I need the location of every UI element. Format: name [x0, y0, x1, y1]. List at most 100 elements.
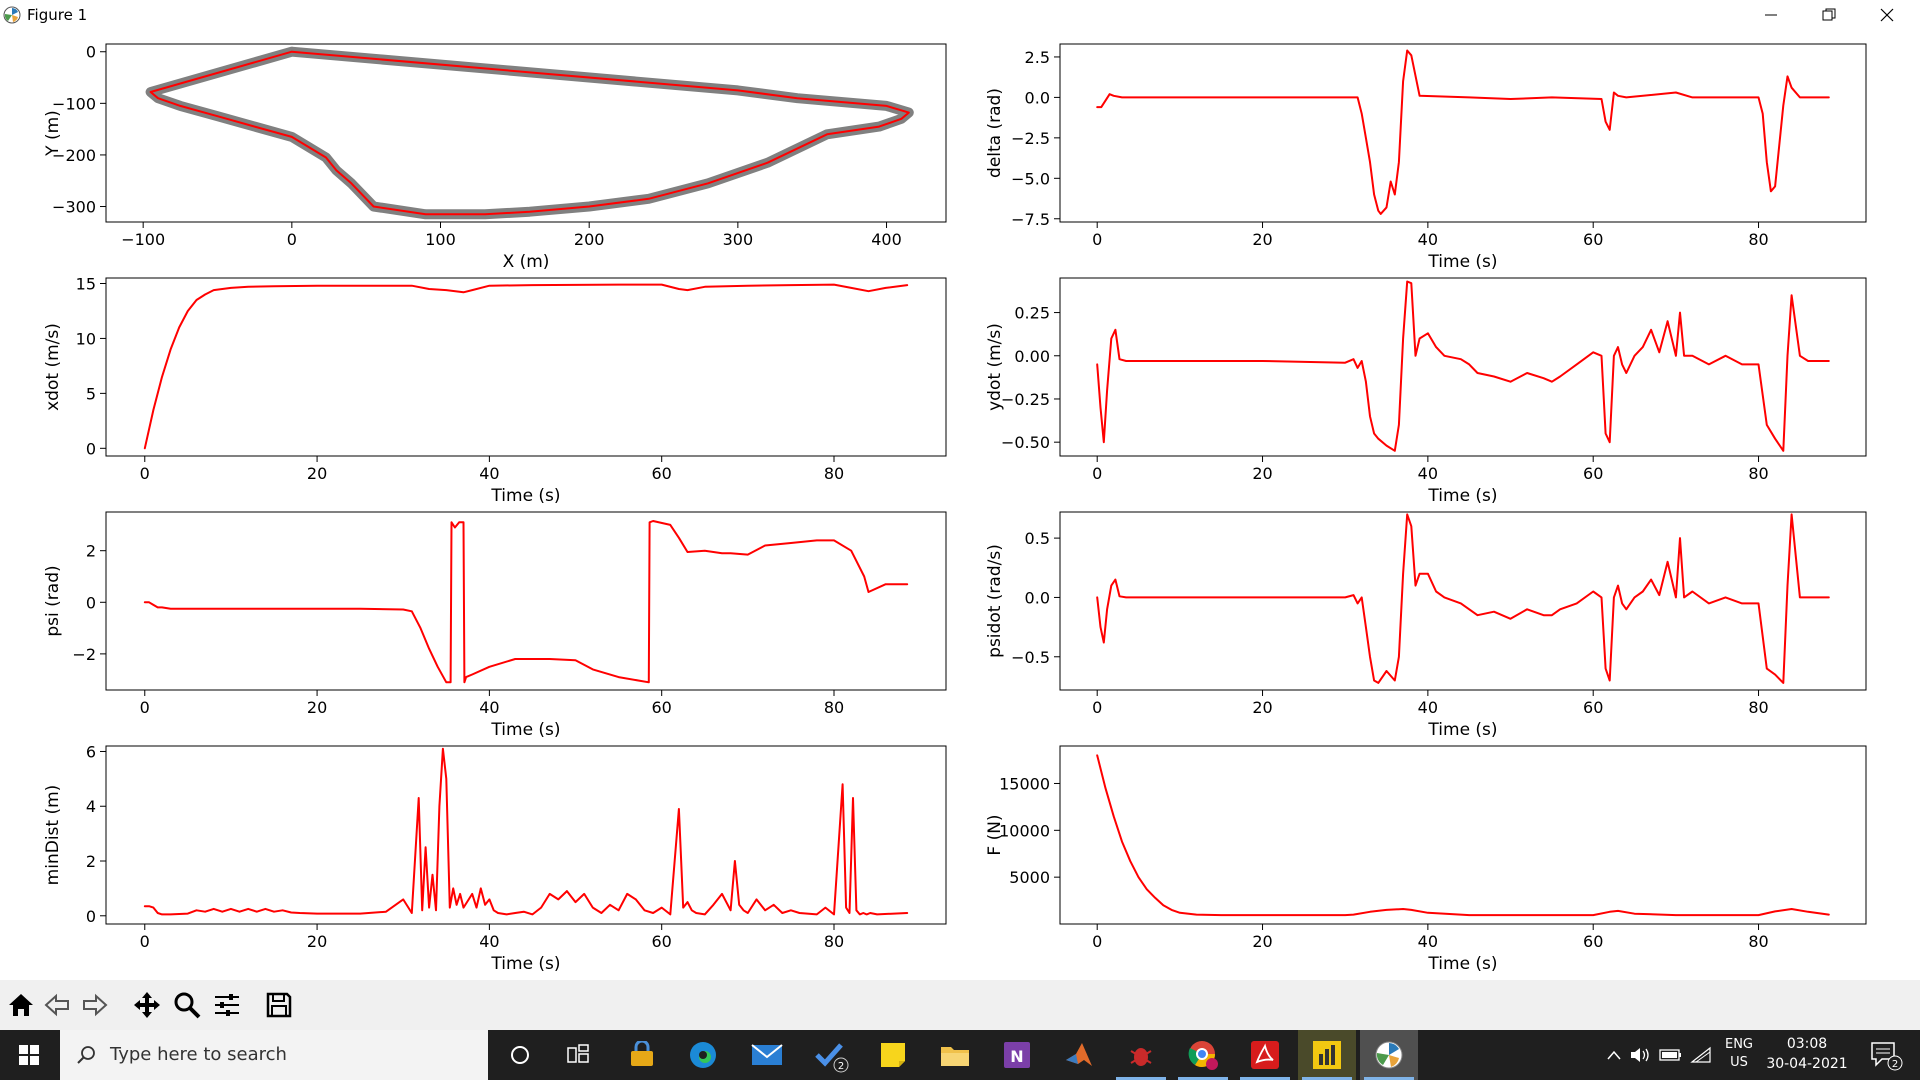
taskbar-app-store[interactable]: [613, 1030, 671, 1080]
home-icon: [9, 994, 33, 1016]
zoom-button[interactable]: [170, 988, 204, 1022]
x-tick-label: 20: [307, 698, 327, 717]
pan-icon: [134, 992, 160, 1018]
forward-button[interactable]: [78, 988, 112, 1022]
search-box[interactable]: Type here to search: [60, 1030, 488, 1080]
back-icon: [44, 993, 69, 1017]
x-tick-label: 20: [1252, 698, 1272, 717]
x-tick-label: 40: [479, 698, 499, 717]
bug-icon: [1130, 1048, 1152, 1066]
y-tick-label: 4: [86, 797, 96, 816]
taskbar-matplotlib-figure[interactable]: [1360, 1030, 1418, 1080]
y-tick-label: 15000: [999, 774, 1050, 793]
configure-subplots-button[interactable]: [210, 988, 244, 1022]
y-tick-label: 10: [76, 329, 96, 348]
x-axis-label: Time (s): [490, 954, 560, 974]
x-tick-label: 400: [871, 230, 902, 249]
mail-icon: [751, 1044, 783, 1065]
battery-button[interactable]: [1658, 1030, 1684, 1080]
start-button[interactable]: [0, 1030, 58, 1080]
axes-frame: [1059, 277, 1867, 457]
home-button[interactable]: [4, 988, 38, 1022]
taskbar-sticky-notes[interactable]: [864, 1030, 922, 1080]
taskbar-mail[interactable]: [738, 1030, 796, 1080]
x-tick-label: 60: [1583, 698, 1603, 717]
y-tick-label: 0.00: [1014, 347, 1050, 366]
y-axis-label: ydot (m/s): [985, 323, 1005, 411]
minimize-button[interactable]: [1742, 0, 1800, 30]
y-tick-label: 0: [86, 43, 96, 62]
y-tick-label: −7.5: [1011, 210, 1050, 229]
restore-button[interactable]: [1800, 0, 1858, 30]
volume-button[interactable]: [1628, 1030, 1654, 1080]
taskbar-todo[interactable]: 2: [802, 1030, 860, 1080]
x-tick-label: 60: [1583, 464, 1603, 483]
y-axis-label: psi (rad): [43, 565, 63, 636]
taskbar: Type here to search 2 N: [0, 1030, 1920, 1080]
x-tick-label: 60: [652, 698, 672, 717]
close-button[interactable]: [1858, 0, 1916, 30]
save-button[interactable]: [262, 988, 296, 1022]
notification-count: 2: [1892, 1059, 1898, 1070]
series-line-4: [1096, 280, 1830, 452]
todo-badge: 2: [838, 1061, 844, 1072]
series-line-6: [1096, 513, 1830, 684]
x-tick-label: 20: [307, 932, 327, 951]
restore-icon: [1822, 8, 1836, 21]
x-axis-label: Time (s): [1427, 954, 1497, 974]
back-button[interactable]: [40, 988, 74, 1022]
wifi-icon: [1690, 1046, 1711, 1063]
clock[interactable]: 03:08 30-04-2021: [1762, 1030, 1852, 1084]
y-tick-label: −2: [72, 645, 96, 664]
taskbar-onenote[interactable]: N: [988, 1030, 1046, 1080]
x-tick-label: 200: [574, 230, 605, 249]
taskbar-bug-app[interactable]: [1112, 1030, 1170, 1080]
y-tick-label: 10000: [999, 821, 1050, 840]
series-line-1: [149, 50, 910, 216]
close-icon: [1880, 8, 1894, 22]
clock-time: 03:08: [1786, 1036, 1828, 1052]
taskbar-powerbi[interactable]: [1298, 1030, 1356, 1080]
y-tick-label: −300: [52, 198, 96, 217]
onenote-icon: N: [1004, 1042, 1030, 1068]
x-tick-label: 40: [479, 464, 499, 483]
cortana-button[interactable]: [491, 1030, 549, 1080]
axes-frame: [105, 511, 947, 691]
subplot-3: 0 20 40 60 80 15 10 5 0 Time (s) xdot (m/s): [43, 274, 947, 506]
figure-canvas[interactable]: −100 0 100 200 300 400 0 −100 −200 −300 X (m) Y (m)…: [0, 30, 1920, 980]
axes-frame: [105, 745, 947, 925]
battery-icon: [1659, 1049, 1681, 1061]
subplot-6: 0 20 40 60 80 0.5 0.0 −0.5 Time (s) psidot (rad/s…: [985, 511, 1867, 740]
network-button[interactable]: [1688, 1030, 1714, 1080]
taskbar-edge[interactable]: [674, 1030, 732, 1080]
svg-text:N: N: [1010, 1047, 1023, 1066]
taskbar-acrobat[interactable]: [1236, 1030, 1294, 1080]
pan-button[interactable]: [130, 988, 164, 1022]
axes-frame: [105, 277, 947, 457]
chrome-browser-icon: [1188, 1041, 1218, 1070]
task-view-button[interactable]: [550, 1030, 608, 1080]
axes-frame: [1059, 511, 1867, 691]
axes-frame: [105, 43, 947, 223]
x-tick-label: 80: [1748, 464, 1768, 483]
x-tick-label: 40: [479, 932, 499, 951]
matplotlib-app-icon: [3, 6, 21, 24]
taskbar-matlab[interactable]: [1050, 1030, 1108, 1080]
navigation-toolbar: [0, 980, 1920, 1030]
cortana-icon: [511, 1046, 529, 1064]
taskbar-chrome[interactable]: [1174, 1030, 1232, 1080]
notification-center-button[interactable]: 2: [1862, 1030, 1912, 1080]
language-indicator[interactable]: ENG US: [1718, 1030, 1760, 1086]
y-axis-label: minDist (m): [43, 785, 63, 886]
y-tick-label: 2.5: [1025, 48, 1050, 67]
tray-overflow-button[interactable]: [1602, 1030, 1626, 1080]
y-axis-label: delta (rad): [985, 88, 1005, 178]
x-tick-label: −100: [121, 230, 165, 249]
x-tick-label: 80: [824, 698, 844, 717]
window-titlebar: Figure 1: [0, 0, 1920, 31]
y-tick-label: 0.25: [1014, 304, 1050, 323]
y-tick-label: −200: [52, 146, 96, 165]
taskbar-file-explorer[interactable]: [926, 1030, 984, 1080]
x-tick-label: 60: [652, 464, 672, 483]
y-axis-label: psidot (rad/s): [985, 544, 1005, 658]
